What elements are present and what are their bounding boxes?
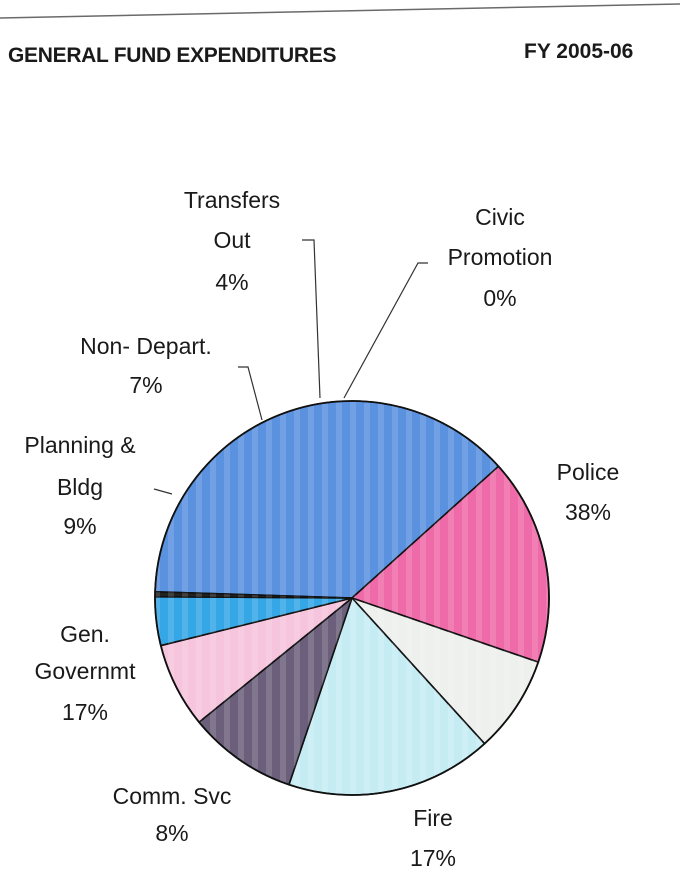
slice-texture-police <box>155 400 499 598</box>
slice-category-label: Planning & <box>24 432 135 458</box>
slice-category-label: Comm. Svc <box>113 783 232 809</box>
slice-label-fire: Fire 17% <box>410 805 456 871</box>
leader-line-civic-promotion <box>343 262 428 399</box>
pie-slices <box>154 400 550 796</box>
slice-category-label: Governmt <box>35 658 137 684</box>
slice-percent-label: 8% <box>155 820 188 846</box>
slice-category-label: Bldg <box>57 474 103 500</box>
slice-percent-label: 17% <box>410 845 456 871</box>
slice-texture-gen-governmt <box>288 598 485 795</box>
fiscal-year-label: FY 2005-06 <box>524 40 634 63</box>
leader-lines <box>153 239 428 495</box>
slice-percent-label: 38% <box>565 499 611 525</box>
slice-label-police: Police 38% <box>557 459 620 525</box>
leader-line-transfers-out <box>302 239 321 399</box>
slice-percent-label: 9% <box>63 513 96 539</box>
slice-texture-civic-promotion <box>155 591 352 598</box>
slice-percent-label: 7% <box>129 372 162 398</box>
slice-texture-non-depart <box>160 598 352 723</box>
slice-category-label: Promotion <box>448 244 553 270</box>
slice-texture-comm-svc <box>352 598 539 744</box>
pie-outline <box>154 400 550 796</box>
leader-line-non-depart <box>238 366 263 421</box>
slice-category-label: Non- Depart. <box>80 333 212 359</box>
slice-percent-label: 4% <box>215 269 248 295</box>
leader-line-planning-bldg <box>153 488 173 495</box>
slice-category-label: Fire <box>413 805 453 831</box>
slice-texture-transfers-out <box>154 596 352 646</box>
slice-labels: Police 38% Fire 17% Comm. Svc 8% Gen. Governmt 1… <box>24 187 619 871</box>
slice-texture-planning-bldg <box>199 598 352 785</box>
slice-label-non-depart: Non- Depart. 7% <box>80 333 212 398</box>
slice-label-transfers-out: Transfers Out 4% <box>184 187 280 295</box>
slice-category-label: Transfers <box>184 187 280 213</box>
page-title: GENERAL FUND EXPENDITURES <box>8 44 337 67</box>
slice-label-planning-bldg: Planning & Bldg 9% <box>24 432 135 539</box>
slice-category-label: Police <box>557 459 620 485</box>
slice-label-comm-svc: Comm. Svc 8% <box>113 783 232 846</box>
slice-label-civic-promotion: Civic Promotion 0% <box>448 204 553 311</box>
slice-percent-label: 0% <box>483 285 516 311</box>
slice-category-label: Gen. <box>60 621 110 647</box>
scan-edge-line <box>0 3 680 19</box>
slice-category-label: Out <box>213 227 251 253</box>
slice-category-label: Civic <box>475 204 525 230</box>
slice-percent-label: 17% <box>62 699 108 725</box>
slice-label-gen-governmt: Gen. Governmt 17% <box>35 621 137 725</box>
slice-texture-fire <box>352 466 549 663</box>
